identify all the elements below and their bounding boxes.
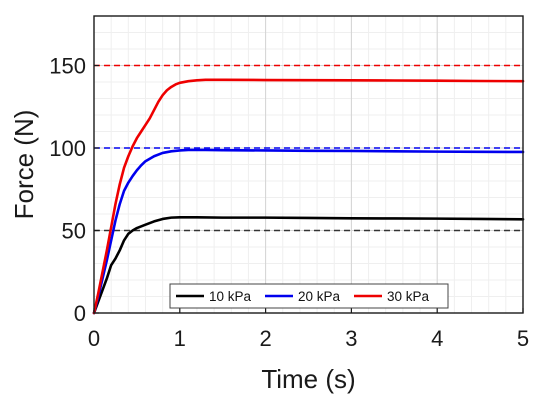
x-axis-ticks: 0 1 2 3 4 5 — [88, 308, 529, 351]
legend: 10 kPa 20 kPa 30 kPa — [169, 283, 449, 309]
y-axis-title: Force (N) — [9, 110, 39, 220]
legend-label: 20 kPa — [298, 289, 341, 304]
series-line-3 — [92, 78, 525, 315]
y-tick-label: 150 — [49, 54, 86, 79]
x-tick-label: 2 — [259, 326, 271, 351]
x-tick-label: 0 — [88, 326, 100, 351]
x-tick-label: 3 — [345, 326, 357, 351]
x-axis-title: Time (s) — [261, 364, 355, 394]
x-tick-label: 5 — [517, 326, 529, 351]
legend-label: 10 kPa — [209, 289, 252, 304]
series-line-1 — [92, 216, 525, 315]
x-tick-label: 4 — [431, 326, 443, 351]
reference-lines — [94, 64, 523, 232]
series-line-2 — [92, 148, 525, 315]
y-tick-label: 50 — [62, 219, 86, 244]
grid — [93, 15, 524, 314]
x-tick-label: 1 — [174, 326, 186, 351]
y-axis-ticks: 0 50 100 150 — [49, 54, 99, 326]
legend-label: 30 kPa — [387, 289, 430, 304]
legend-box — [169, 283, 449, 309]
y-tick-label: 0 — [74, 301, 86, 326]
plot-frame — [93, 15, 524, 314]
data-series — [92, 78, 525, 315]
y-tick-label: 100 — [49, 136, 86, 161]
